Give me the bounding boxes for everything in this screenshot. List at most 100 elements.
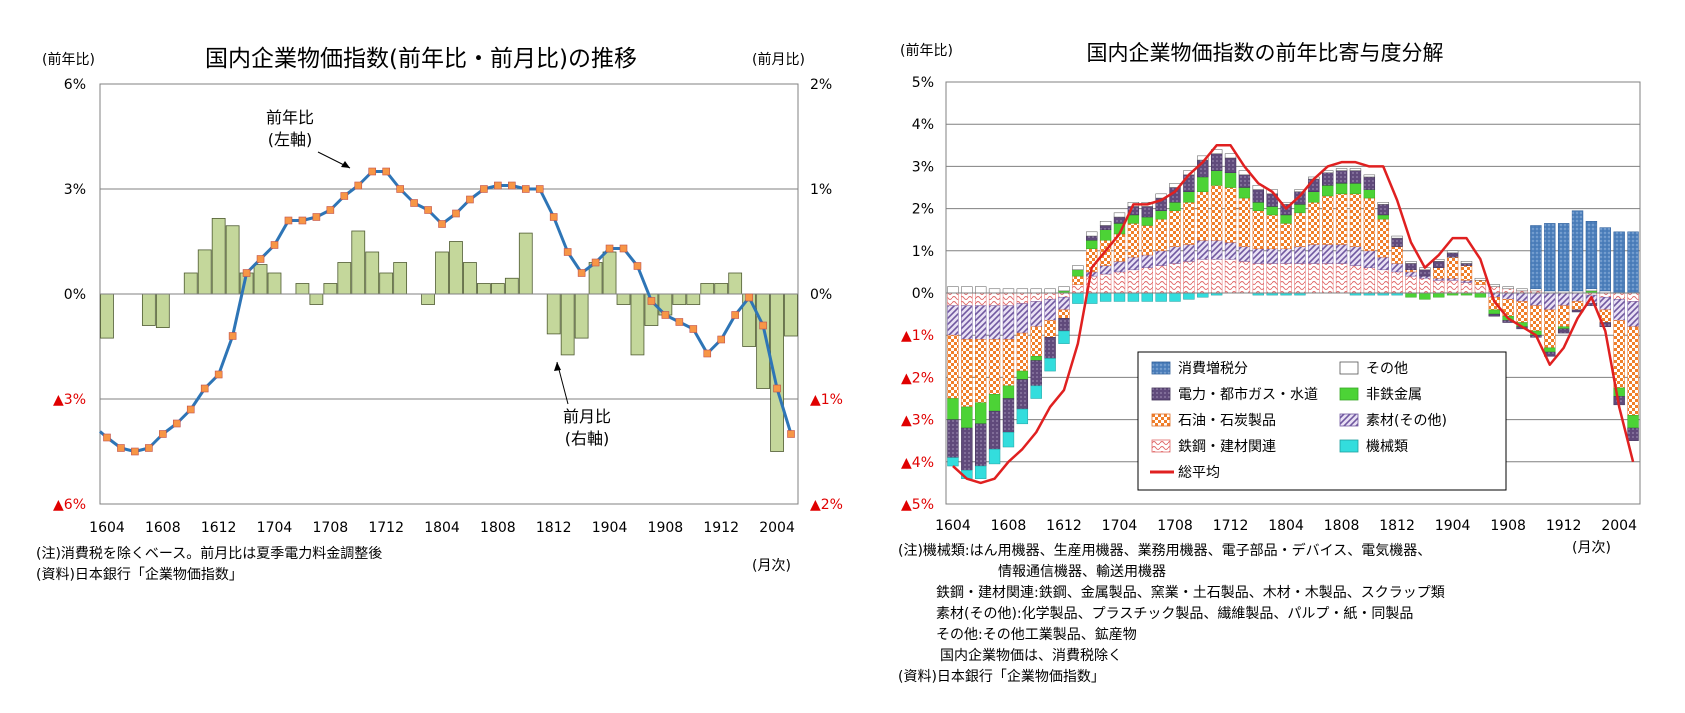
contribution-segment	[1557, 292, 1570, 306]
yoy-marker	[368, 167, 377, 176]
contribution-segment	[1072, 292, 1084, 304]
contribution-segment	[1405, 261, 1417, 264]
contribution-segment	[1183, 261, 1195, 294]
contribution-segment	[988, 339, 1001, 395]
yoy-marker	[675, 318, 684, 326]
contribution-segment	[1377, 256, 1389, 271]
mom-bar-series	[100, 217, 798, 452]
mom-bar	[365, 251, 380, 295]
mom-bar	[267, 272, 282, 295]
contribution-segment	[1419, 277, 1431, 294]
contribution-segment	[1322, 195, 1334, 245]
contribution-segment	[975, 402, 987, 425]
left-x-tick-label: 1812	[536, 520, 572, 536]
mom-bar	[560, 293, 575, 356]
mom-bar	[421, 293, 435, 305]
contribution-segment	[1349, 183, 1362, 195]
yoy-marker	[480, 185, 488, 193]
contribution-segment	[1335, 170, 1348, 184]
contribution-segment	[1016, 370, 1029, 380]
contribution-segment	[1419, 269, 1431, 277]
contribution-segment	[1405, 263, 1417, 271]
right-axis-unit-label: (前年比)	[900, 42, 953, 59]
contribution-segment	[1210, 153, 1223, 171]
contribution-segment	[1433, 277, 1445, 281]
annotation-yoy-arrowhead	[341, 161, 350, 168]
contribution-segment	[1627, 326, 1639, 416]
contribution-segment	[1044, 337, 1056, 359]
contribution-segment	[1002, 288, 1015, 294]
contribution-segment	[1072, 269, 1084, 277]
contribution-segment	[1224, 157, 1237, 173]
right-note-1: (注)機械類:はん用機器、生産用機器、業務用機器、電子部品・デバイス、電気機器、	[898, 543, 1432, 559]
contribution-segment	[1030, 326, 1042, 357]
contribution-segment	[1197, 240, 1209, 260]
mom-bar	[463, 262, 477, 295]
contribution-segment	[975, 286, 987, 294]
yoy-marker	[591, 258, 600, 267]
total-average-polyline	[952, 144, 1635, 485]
contribution-segment	[1002, 398, 1015, 433]
contribution-segment	[1363, 189, 1376, 199]
contribution-segment	[1474, 284, 1487, 294]
contribution-segment	[1238, 261, 1251, 294]
left-chart: 国内企業物価指数(前年比・前月比)の推移 (前年比) (前月比) 6% 3% 0% ▲…	[42, 46, 843, 574]
contribution-segment	[1557, 223, 1570, 292]
right-x-tick-label: 2004	[1601, 518, 1637, 534]
contribution-segment	[1419, 275, 1431, 279]
mom-bar	[253, 264, 268, 295]
right-y-tick-label: ▲1%	[810, 392, 843, 408]
mom-bar	[546, 293, 561, 335]
contribution-segment	[988, 394, 1001, 412]
contribution-segment	[1446, 277, 1459, 281]
contribution-segment	[1308, 244, 1320, 264]
mom-bar	[323, 283, 338, 295]
right-note-7: (資料)日本銀行「企業物価指数」	[898, 669, 1105, 685]
contribution-segment	[1141, 225, 1153, 256]
contribution-segment	[1294, 204, 1306, 214]
right-note-5: その他:その他工業製品、鉱産物	[936, 627, 1137, 643]
yoy-marker	[438, 220, 446, 228]
contribution-segment	[1155, 265, 1167, 294]
contribution-segment	[1224, 187, 1237, 243]
contribution-segment	[1113, 292, 1126, 302]
contribution-segment	[1557, 328, 1570, 334]
contribution-segment	[961, 292, 973, 306]
contribution-segment	[1016, 288, 1029, 294]
contribution-segment	[1571, 292, 1584, 302]
mom-bar	[435, 251, 449, 295]
contribution-segment	[1516, 301, 1528, 323]
yoy-marker	[410, 199, 418, 207]
contribution-segment	[1405, 292, 1417, 298]
yoy-marker	[340, 192, 349, 200]
contribution-segment	[1557, 326, 1570, 330]
contribution-segment	[1238, 174, 1251, 188]
contribution-segment	[1197, 176, 1209, 192]
contribution-segment	[1127, 223, 1140, 258]
contribution-segment	[1613, 299, 1625, 321]
right-y-tick-label: 1%	[912, 244, 934, 260]
left-x-tick-label: 1612	[201, 520, 237, 536]
contribution-segment	[1405, 271, 1417, 277]
contribution-segment	[961, 339, 973, 408]
contribution-segment	[1446, 280, 1459, 294]
right-x-tick-label: 1804	[1268, 518, 1304, 534]
contribution-segment	[1363, 176, 1376, 190]
contribution-segment	[1294, 246, 1306, 264]
contribution-segment	[1599, 292, 1611, 298]
contribution-segment	[1238, 246, 1251, 262]
yoy-marker	[605, 244, 614, 253]
contribution-segment	[1016, 292, 1029, 304]
contribution-segment	[1349, 170, 1362, 184]
right-y-axis: 2% 1% 0% ▲1% ▲2%	[810, 77, 843, 513]
left-x-tick-label: 1904	[592, 520, 628, 536]
contribution-segment	[1294, 212, 1306, 247]
yoy-marker	[661, 311, 670, 319]
contribution-segment	[1058, 318, 1070, 332]
contribution-segment	[1349, 193, 1362, 247]
contribution-segment	[1016, 408, 1029, 425]
contribution-segment	[975, 339, 987, 403]
contribution-segment	[1627, 301, 1639, 328]
contribution-segment	[1613, 292, 1625, 300]
mom-bar	[309, 293, 324, 305]
